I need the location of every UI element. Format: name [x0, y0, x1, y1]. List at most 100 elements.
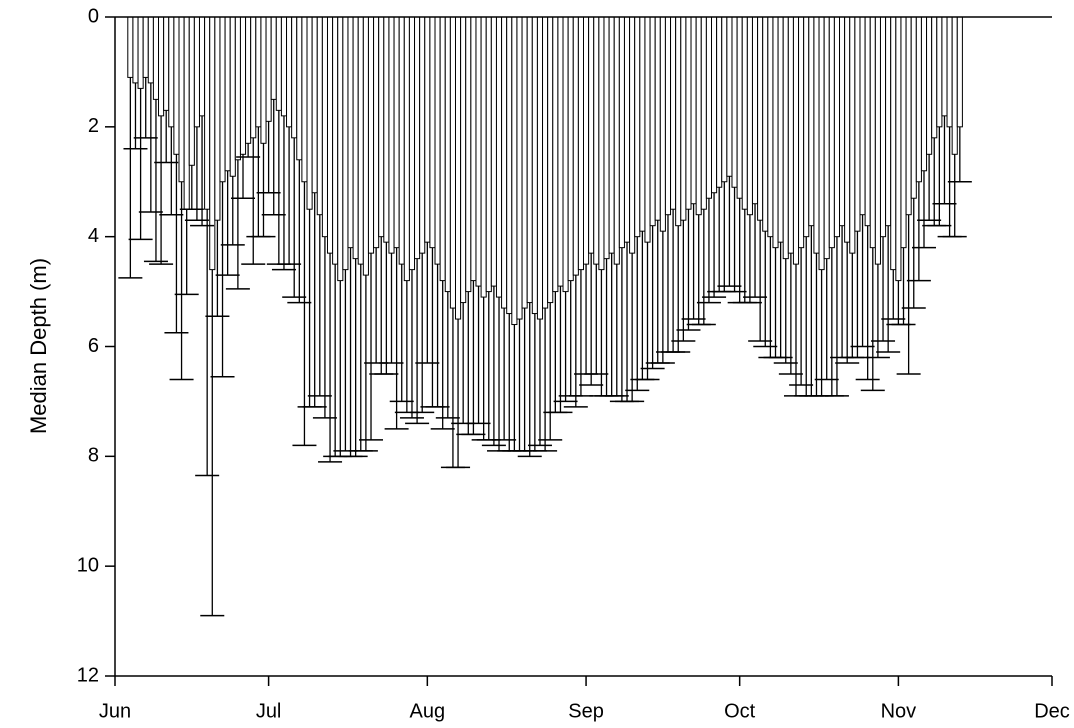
bar: [557, 16, 564, 287]
bar: [531, 16, 538, 315]
bar: [808, 16, 815, 227]
bar: [787, 16, 794, 254]
bar: [562, 16, 569, 293]
bar: [956, 16, 963, 128]
bar: [460, 16, 467, 304]
bar: [234, 16, 241, 161]
bar: [951, 16, 958, 155]
bar: [224, 16, 231, 172]
bar: [613, 16, 620, 265]
bar: [593, 16, 600, 265]
bar: [639, 16, 646, 232]
bar: [280, 16, 288, 117]
bar: [798, 16, 805, 249]
bar: [383, 16, 390, 243]
bar: [337, 16, 344, 282]
bar: [398, 16, 405, 265]
bar: [332, 16, 339, 265]
x-tick-label: Aug: [410, 700, 446, 722]
bar: [946, 16, 953, 128]
bar: [685, 16, 692, 210]
bar: [818, 16, 825, 271]
bar: [711, 16, 718, 194]
bar: [475, 16, 482, 287]
bar: [357, 16, 364, 265]
bar: [342, 16, 349, 271]
bar: [183, 16, 190, 210]
bar: [772, 16, 779, 249]
bar: [214, 16, 221, 221]
bar: [414, 16, 421, 260]
bar: [219, 16, 226, 183]
bar: [270, 16, 277, 100]
bar: [245, 16, 252, 144]
bar: [552, 16, 559, 293]
y-axis-label: Median Depth (m): [26, 258, 51, 434]
bar: [864, 16, 871, 227]
bar: [849, 16, 856, 254]
bar: [173, 16, 180, 155]
bar: [623, 16, 631, 243]
bar: [434, 16, 441, 265]
x-tick-label: Nov: [881, 700, 917, 722]
bar: [137, 16, 144, 89]
bar: [152, 16, 160, 100]
bar: [869, 16, 876, 249]
bar: [634, 16, 641, 238]
y-tick-label: 10: [77, 554, 99, 576]
y-tick-label: 2: [88, 115, 99, 137]
bar: [188, 16, 195, 166]
bar: [690, 16, 697, 205]
bar: [751, 16, 759, 205]
bar: [885, 16, 892, 227]
bar: [859, 16, 866, 216]
bar: [198, 16, 206, 117]
bar: [470, 16, 477, 282]
bar: [449, 16, 456, 309]
bar: [275, 16, 282, 111]
bar: [941, 16, 948, 117]
bar: [204, 16, 211, 210]
bar: [757, 16, 764, 221]
bar: [260, 16, 267, 144]
bar: [813, 16, 820, 254]
bar: [705, 16, 713, 199]
bar: [572, 16, 579, 276]
bar: [792, 16, 800, 265]
bar: [147, 16, 154, 84]
bar: [721, 16, 728, 183]
bar: [239, 16, 247, 155]
bar: [803, 16, 810, 238]
bar: [296, 16, 303, 161]
x-tick-label: Sep: [568, 700, 604, 722]
bar: [403, 16, 410, 282]
bar: [378, 16, 385, 238]
bar: [767, 16, 774, 238]
bar: [501, 16, 508, 309]
bar: [265, 16, 272, 122]
bar: [316, 16, 323, 216]
bar: [480, 16, 487, 298]
bar: [193, 16, 200, 128]
bar: [444, 16, 451, 293]
bar: [680, 16, 687, 221]
bar: [598, 16, 605, 271]
bar: [890, 16, 897, 271]
bar: [321, 16, 328, 238]
bar: [900, 16, 907, 249]
bar: [618, 16, 625, 249]
bar: [367, 16, 375, 254]
bar: [874, 16, 881, 265]
bar: [408, 16, 416, 271]
y-tick-label: 6: [88, 335, 99, 357]
bar: [839, 16, 846, 227]
bar: [603, 16, 610, 260]
bar: [306, 16, 313, 210]
bar: [347, 16, 354, 249]
bar: [675, 16, 682, 227]
bar: [429, 16, 436, 249]
bar: [526, 16, 533, 304]
y-tick-label: 0: [88, 5, 99, 27]
y-tick-label: 8: [88, 445, 99, 467]
bar: [854, 16, 861, 232]
